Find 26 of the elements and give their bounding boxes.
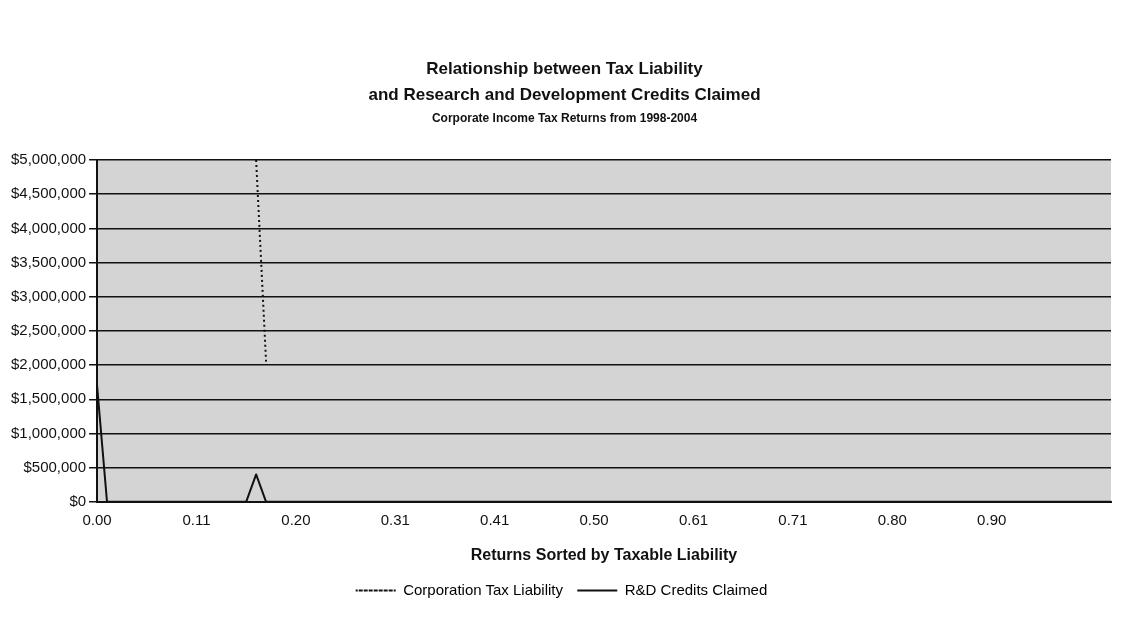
y-tick-label: $2,000,000	[11, 355, 87, 373]
y-tick-label: $1,500,000	[11, 389, 87, 407]
y-tick-label: $5,000,000	[11, 150, 87, 168]
y-tick-label: $4,000,000	[11, 218, 87, 236]
chart-title: Relationship between Tax Liability and Research and Development Credits Claimed	[367, 58, 762, 106]
y-tick-label: $1,000,000	[11, 423, 87, 441]
y-tick-label: $3,000,000	[11, 286, 87, 304]
x-axis-title: Returns Sorted by Taxable Liability	[470, 545, 738, 563]
y-tick-label: $500,000	[23, 457, 87, 475]
chart-subtitle: Corporate Income Tax Returns from 1998-2004	[430, 110, 699, 127]
y-tick-label: $0	[69, 491, 87, 509]
x-tick-label: 0.80	[877, 510, 907, 528]
y-tick-label: $2,500,000	[11, 321, 87, 339]
x-tick-label: 0.61	[678, 510, 709, 528]
x-tick-label: 0.11	[182, 510, 211, 528]
x-tick-label: 0.00	[82, 510, 112, 528]
x-tick-label: 0.90	[977, 510, 1007, 528]
y-tick-label: $3,500,000	[11, 252, 87, 270]
y-tick-label: $4,500,000	[11, 184, 87, 202]
x-tick-label: 0.71	[778, 510, 808, 528]
x-tick-label: 0.50	[579, 510, 609, 528]
legend-label: Corporation Tax Liability	[403, 580, 564, 598]
x-tick-label: 0.31	[380, 510, 410, 528]
x-tick-label: 0.20	[281, 510, 311, 528]
legend-label: R&D Credits Claimed	[624, 580, 768, 598]
x-tick-label: 0.41	[480, 510, 510, 528]
